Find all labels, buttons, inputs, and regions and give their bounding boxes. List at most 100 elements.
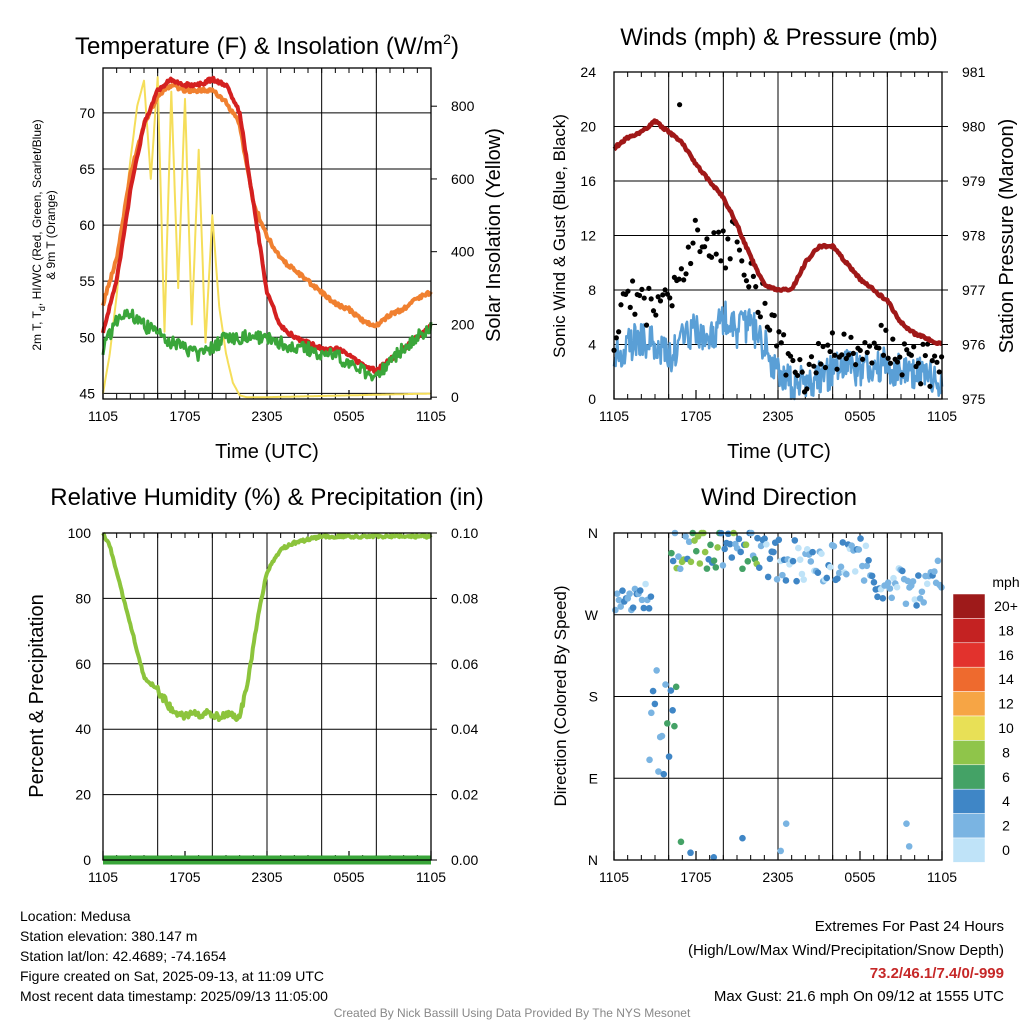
pressure-y-label: Station Pressure (Maroon): [996, 119, 1018, 354]
winds-y-tick-label: 0: [588, 391, 596, 407]
direction-x-tick-label: 1705: [680, 869, 711, 885]
gust-point: [753, 284, 759, 290]
gust-point: [660, 292, 666, 298]
gust-point: [713, 251, 719, 257]
gust-point: [871, 340, 877, 346]
direction-point: [648, 709, 655, 717]
gust-point: [866, 343, 873, 349]
direction-point: [728, 554, 736, 561]
humidity-y-label: Percent & Precipitation: [26, 594, 48, 797]
gust-point: [899, 372, 905, 378]
gust-point: [669, 303, 675, 309]
gust-point: [841, 331, 847, 337]
winds-y-tick-label: 8: [588, 282, 596, 298]
direction-point: [905, 843, 913, 850]
gust-point: [815, 340, 822, 347]
gust-point: [813, 370, 819, 376]
gust-point: [936, 369, 942, 375]
winds-x-tick-label: 0505: [844, 408, 875, 424]
direction-point: [823, 574, 831, 582]
winds-x-tick-label: 2305: [762, 408, 793, 424]
gust-point: [688, 260, 694, 267]
info-latlon: Station lat/lon: 42.4689; -74.1654: [20, 948, 227, 964]
gust-point: [741, 272, 747, 278]
gust-point: [876, 345, 882, 351]
direction-point: [865, 556, 872, 564]
winds-x-tick-label: 1705: [680, 408, 711, 424]
direction-point: [779, 571, 786, 579]
direction-point: [855, 546, 863, 553]
direction-point: [675, 553, 682, 560]
direction-point: [712, 564, 720, 571]
direction-point: [777, 847, 785, 855]
gust-point: [894, 359, 901, 365]
humidity-x-tick-label: 1105: [416, 869, 446, 885]
pressure-y-tick-label: 981: [962, 64, 986, 80]
gust-point: [739, 258, 745, 264]
gust-point: [618, 302, 624, 308]
gust-point: [839, 352, 845, 358]
temperature-y-tick-label: 50: [79, 329, 95, 345]
gust-point: [702, 244, 708, 250]
gust-point: [832, 352, 838, 358]
humidity-y-tick-label: 80: [75, 590, 91, 606]
temperature-y-tick-label: 65: [79, 161, 95, 177]
info-elevation: Station elevation: 380.147 m: [20, 928, 198, 944]
winds-y-tick-label: 20: [580, 119, 596, 135]
direction-point: [619, 587, 626, 594]
orange-temperature-line: [101, 82, 433, 329]
gust-point: [901, 341, 908, 347]
gust-point: [727, 256, 733, 262]
gust-point: [662, 287, 668, 293]
direction-point: [757, 542, 765, 550]
direction-point: [890, 574, 897, 582]
direction-point: [671, 722, 678, 730]
gust-point: [908, 352, 914, 358]
direction-point: [839, 539, 847, 546]
gust-point: [808, 354, 815, 360]
gust-point: [697, 248, 703, 255]
direction-point: [913, 602, 920, 609]
gust-point: [755, 309, 761, 315]
green-temperature-line: [101, 308, 433, 382]
red-temperature-line: [101, 75, 433, 375]
direction-point: [789, 557, 797, 565]
pressure-y-tick-label: 977: [962, 282, 986, 298]
direction-point: [766, 555, 774, 563]
legend-swatch: [952, 593, 986, 619]
sonic-wind-line: [612, 300, 944, 401]
pressure-y-tick-label: 975: [962, 391, 986, 407]
extremes-subtitle: (High/Low/Max Wind/Precipitation/Snow De…: [688, 942, 1004, 959]
direction-point: [893, 583, 901, 591]
direction-point: [915, 572, 922, 579]
direction-point: [669, 706, 676, 714]
gust-point: [818, 361, 824, 367]
gust-point: [885, 355, 891, 361]
legend-label: 8: [1002, 744, 1010, 760]
direction-point: [931, 568, 938, 575]
pressure-y-tick-label: 980: [962, 119, 986, 135]
legend-label: 0: [1002, 842, 1010, 858]
legend-swatch: [952, 691, 986, 717]
insolation-y-tick-label: 200: [451, 316, 475, 332]
direction-point: [640, 604, 648, 612]
direction-x-tick-label: 2305: [762, 869, 793, 885]
direction-point: [629, 604, 637, 611]
direction-point: [798, 570, 806, 578]
gust-point: [704, 236, 710, 242]
humidity-x-tick-label: 1105: [88, 869, 118, 885]
pressure-y-tick-label: 978: [962, 228, 986, 244]
humidity-y-tick-label: 20: [75, 787, 91, 803]
wind-direction-y-label: Direction (Colored By Speed): [551, 585, 570, 806]
legend-swatch: [952, 618, 986, 644]
direction-point: [660, 770, 668, 778]
temperature-y-tick-label: 70: [79, 105, 95, 121]
gust-point: [676, 276, 682, 282]
direction-point: [672, 683, 680, 691]
legend-swatch: [952, 764, 986, 790]
insolation-y-tick-label: 0: [451, 389, 459, 405]
insolation-y-tick-label: 600: [451, 171, 475, 187]
temperature-title: Temperature (F) & Insolation (W/m2): [75, 31, 459, 60]
direction-point: [735, 535, 743, 543]
legend-swatch: [952, 642, 986, 668]
